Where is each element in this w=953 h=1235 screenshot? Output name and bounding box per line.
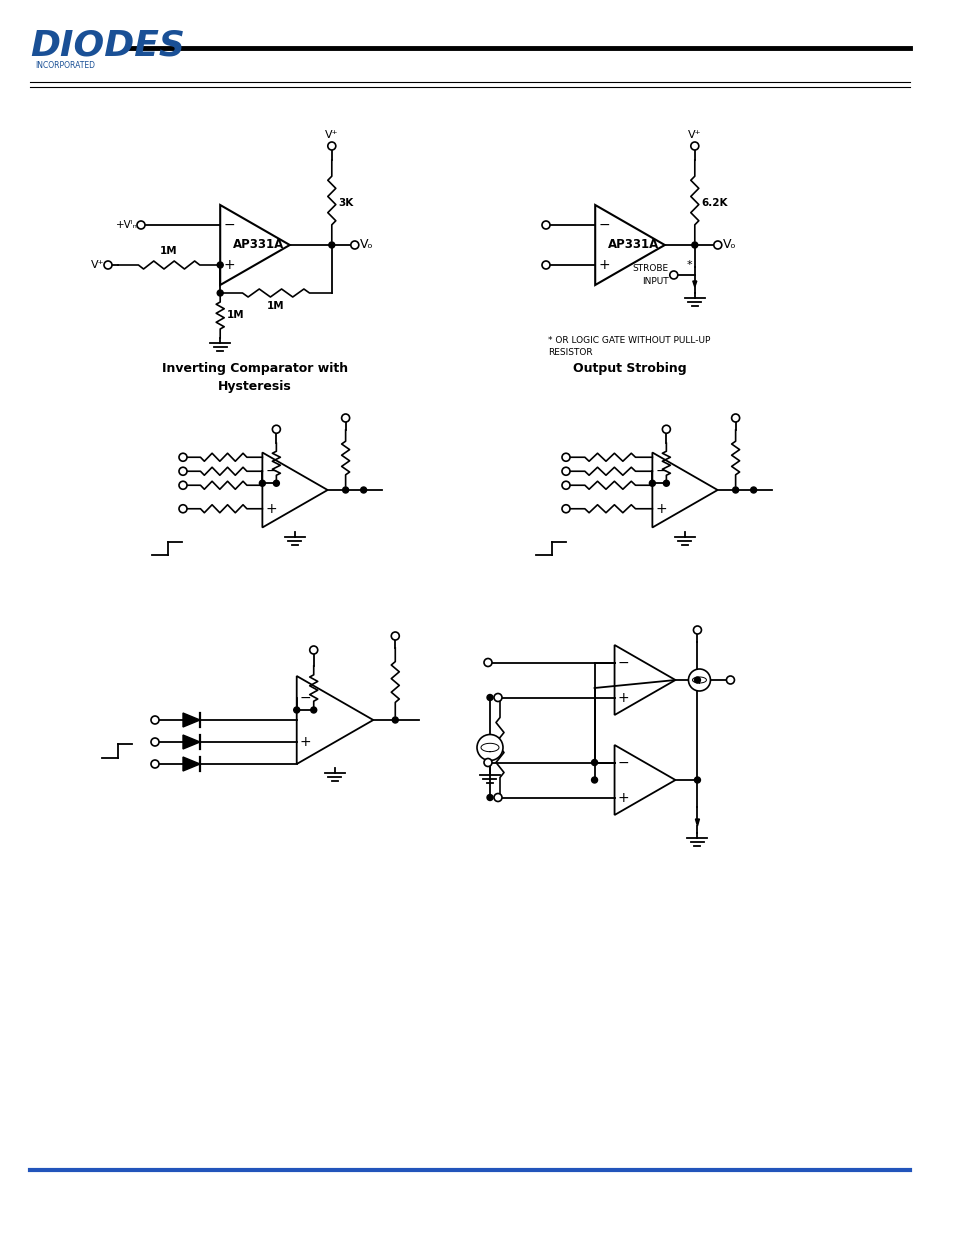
Text: 1M: 1M bbox=[227, 310, 245, 321]
Text: Vₒ: Vₒ bbox=[722, 238, 736, 252]
Circle shape bbox=[694, 777, 700, 783]
Circle shape bbox=[690, 142, 698, 149]
Circle shape bbox=[731, 414, 739, 422]
Circle shape bbox=[217, 262, 223, 268]
Circle shape bbox=[561, 482, 569, 489]
Circle shape bbox=[494, 794, 501, 802]
Text: V⁺: V⁺ bbox=[325, 130, 338, 140]
Circle shape bbox=[688, 669, 710, 692]
Circle shape bbox=[328, 142, 335, 149]
Text: V⁺: V⁺ bbox=[91, 261, 104, 270]
Text: INCORPORATED: INCORPORATED bbox=[35, 61, 95, 69]
Circle shape bbox=[311, 706, 316, 713]
Circle shape bbox=[179, 505, 187, 513]
Circle shape bbox=[483, 658, 492, 667]
Text: −: − bbox=[265, 464, 277, 478]
Circle shape bbox=[151, 760, 159, 768]
Text: Vₒ: Vₒ bbox=[359, 238, 373, 252]
Text: +: + bbox=[265, 501, 277, 516]
Text: +: + bbox=[655, 501, 666, 516]
Circle shape bbox=[351, 241, 358, 249]
Circle shape bbox=[342, 487, 348, 493]
Text: −: − bbox=[618, 656, 629, 669]
Text: 1M: 1M bbox=[160, 246, 177, 256]
Circle shape bbox=[732, 487, 738, 493]
Circle shape bbox=[750, 487, 756, 493]
Circle shape bbox=[217, 290, 223, 296]
Polygon shape bbox=[183, 713, 200, 727]
Circle shape bbox=[561, 505, 569, 513]
Circle shape bbox=[561, 467, 569, 475]
Text: −: − bbox=[655, 464, 666, 478]
Text: 1M: 1M bbox=[267, 301, 285, 311]
Circle shape bbox=[341, 414, 349, 422]
Circle shape bbox=[713, 241, 721, 249]
Circle shape bbox=[179, 482, 187, 489]
Circle shape bbox=[476, 735, 502, 761]
Text: +: + bbox=[618, 690, 629, 704]
Circle shape bbox=[669, 270, 677, 279]
Text: +Vᴵₙ: +Vᴵₙ bbox=[116, 220, 138, 230]
Circle shape bbox=[486, 794, 493, 800]
Text: 3K: 3K bbox=[338, 198, 354, 207]
Text: STROBE: STROBE bbox=[632, 264, 668, 273]
Circle shape bbox=[329, 242, 335, 248]
Text: AP331A: AP331A bbox=[233, 238, 284, 252]
Text: −: − bbox=[598, 219, 609, 232]
Circle shape bbox=[137, 221, 145, 228]
Circle shape bbox=[591, 777, 597, 783]
Text: +: + bbox=[223, 258, 234, 272]
Text: +: + bbox=[618, 790, 629, 804]
Circle shape bbox=[662, 480, 669, 487]
Circle shape bbox=[151, 739, 159, 746]
Circle shape bbox=[661, 425, 670, 433]
Polygon shape bbox=[692, 282, 696, 287]
Text: Output Strobing: Output Strobing bbox=[573, 362, 686, 375]
Polygon shape bbox=[183, 735, 200, 748]
Circle shape bbox=[104, 261, 112, 269]
Text: −: − bbox=[223, 219, 234, 232]
Text: *: * bbox=[685, 261, 691, 270]
Text: 6.2K: 6.2K bbox=[701, 198, 727, 207]
Text: Inverting Comparator with
Hysteresis: Inverting Comparator with Hysteresis bbox=[162, 362, 348, 393]
Circle shape bbox=[273, 425, 280, 433]
Circle shape bbox=[274, 480, 279, 487]
Polygon shape bbox=[183, 757, 200, 771]
Text: +: + bbox=[299, 735, 312, 748]
Text: DIODES: DIODES bbox=[30, 28, 185, 62]
Circle shape bbox=[151, 716, 159, 724]
Circle shape bbox=[360, 487, 366, 493]
Text: −: − bbox=[299, 692, 312, 705]
Circle shape bbox=[392, 718, 397, 722]
Text: V⁺: V⁺ bbox=[687, 130, 700, 140]
Circle shape bbox=[391, 632, 399, 640]
Circle shape bbox=[725, 676, 734, 684]
Text: INPUT: INPUT bbox=[641, 277, 668, 287]
Circle shape bbox=[541, 261, 550, 269]
Circle shape bbox=[494, 694, 501, 701]
Circle shape bbox=[691, 242, 697, 248]
Text: −: − bbox=[618, 756, 629, 769]
Polygon shape bbox=[695, 819, 699, 826]
Circle shape bbox=[259, 480, 265, 487]
Circle shape bbox=[693, 626, 700, 634]
Circle shape bbox=[179, 467, 187, 475]
Circle shape bbox=[649, 480, 655, 487]
Text: AP331A: AP331A bbox=[608, 238, 659, 252]
Circle shape bbox=[294, 706, 299, 713]
Text: * OR LOGIC GATE WITHOUT PULL-UP
RESISTOR: * OR LOGIC GATE WITHOUT PULL-UP RESISTOR bbox=[547, 336, 710, 357]
Text: +: + bbox=[598, 258, 609, 272]
Circle shape bbox=[541, 221, 550, 228]
Circle shape bbox=[561, 453, 569, 461]
Circle shape bbox=[179, 453, 187, 461]
Circle shape bbox=[486, 694, 493, 700]
Circle shape bbox=[310, 646, 317, 655]
Circle shape bbox=[483, 758, 492, 767]
Circle shape bbox=[591, 760, 597, 766]
Circle shape bbox=[694, 677, 700, 683]
